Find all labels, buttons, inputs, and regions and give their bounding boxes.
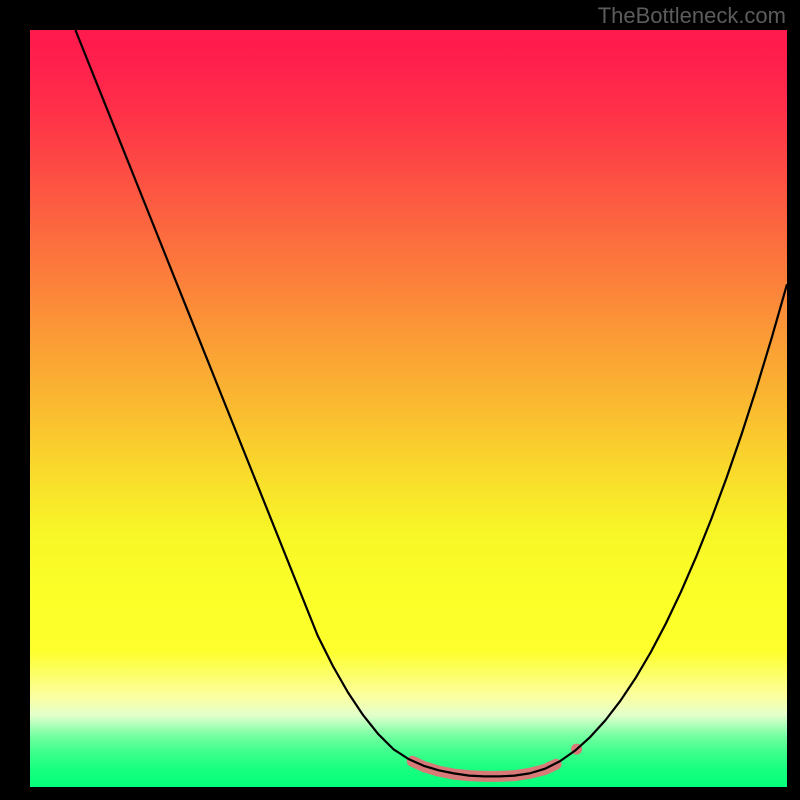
- frame-bottom: [0, 787, 800, 800]
- chart-container: TheBottleneck.com: [0, 0, 800, 800]
- watermark-text: TheBottleneck.com: [598, 3, 786, 29]
- plot-area: [30, 30, 787, 787]
- background-gradient: [30, 30, 787, 787]
- frame-left: [0, 0, 30, 800]
- frame-right: [787, 0, 800, 800]
